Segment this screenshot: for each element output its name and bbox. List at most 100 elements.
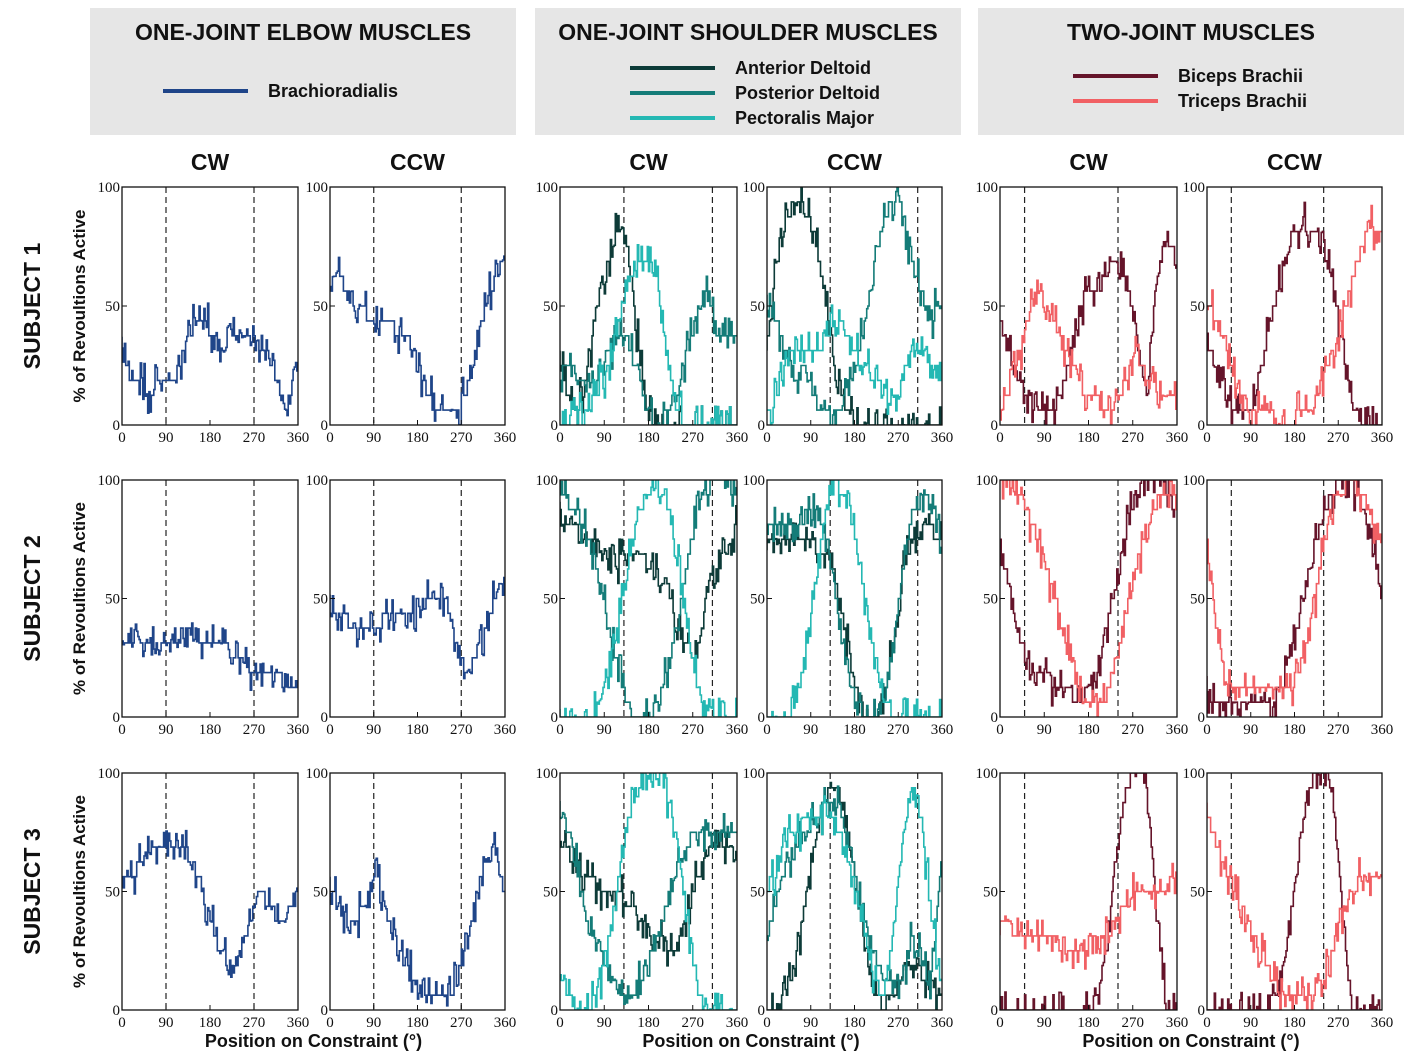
x-tick-label: 90 <box>1243 430 1258 446</box>
series-line <box>330 576 505 680</box>
group-title: ONE-JOINT ELBOW MUSCLES <box>135 19 471 45</box>
series-line <box>122 302 298 417</box>
x-tick-label: 90 <box>803 722 818 738</box>
y-axis-label: % of Revoultions Active <box>70 209 89 402</box>
y-tick-label: 100 <box>976 766 999 782</box>
y-tick-label: 50 <box>983 299 998 315</box>
series-line <box>1000 480 1177 717</box>
x-tick-label: 360 <box>726 430 749 446</box>
x-tick-label: 360 <box>287 430 310 446</box>
series-line <box>560 212 737 425</box>
x-tick-label: 0 <box>1203 1015 1211 1031</box>
y-tick-label: 50 <box>1190 592 1205 608</box>
y-tick-label: 100 <box>976 473 999 489</box>
x-tick-label: 270 <box>1122 1015 1145 1031</box>
chart-panel: 0 90 180 270 360 0 50 100 <box>743 180 954 446</box>
x-tick-label: 180 <box>637 722 660 738</box>
x-tick-label: 360 <box>1371 722 1394 738</box>
x-tick-label: 0 <box>996 430 1004 446</box>
plot-frame <box>1206 186 1383 426</box>
y-tick-label: 50 <box>1190 885 1205 901</box>
x-tick-label: 90 <box>159 1015 174 1031</box>
x-tick-label: 180 <box>406 430 429 446</box>
group-header-1: ONE-JOINT SHOULDER MUSCLES Anterior Delto… <box>535 8 961 135</box>
y-tick-label: 50 <box>105 299 120 315</box>
chart-panel: 0 90 180 270 360 0 50 100 <box>98 180 310 446</box>
x-tick-label: 0 <box>763 722 771 738</box>
plot-frame <box>559 772 738 1011</box>
x-tick-label: 90 <box>159 430 174 446</box>
legend-label: Pectoralis Major <box>735 108 874 128</box>
legend-label: Brachioradialis <box>268 81 398 101</box>
series-line <box>122 829 298 978</box>
y-tick-label: 50 <box>105 885 120 901</box>
x-axis-label: Position on Constraint (°) <box>1082 1031 1299 1051</box>
series-line <box>1000 862 1177 970</box>
group-header-0: ONE-JOINT ELBOW MUSCLES Brachioradialis <box>90 8 516 135</box>
x-tick-label: 360 <box>1371 1015 1394 1031</box>
x-tick-label: 0 <box>118 1015 126 1031</box>
chart-panel: 0 90 180 270 360 0 50 100 <box>306 473 517 738</box>
y-tick-label: 100 <box>306 473 329 489</box>
x-tick-label: 90 <box>1037 1015 1052 1031</box>
y-tick-label: 50 <box>543 592 558 608</box>
y-tick-label: 50 <box>313 592 328 608</box>
x-tick-label: 180 <box>406 1015 429 1031</box>
series-line <box>767 187 942 425</box>
y-tick-label: 100 <box>306 180 329 196</box>
x-tick-label: 0 <box>118 722 126 738</box>
legend-label: Anterior Deltoid <box>735 58 871 78</box>
y-tick-label: 100 <box>536 473 559 489</box>
x-tick-label: 360 <box>287 1015 310 1031</box>
x-tick-label: 270 <box>450 722 473 738</box>
x-tick-label: 360 <box>931 722 954 738</box>
chart-panel: 0 90 180 270 360 0 50 100 <box>306 766 517 1031</box>
series-line <box>1000 279 1177 425</box>
y-tick-label: 50 <box>983 592 998 608</box>
x-tick-label: 0 <box>1203 430 1211 446</box>
series-line <box>330 255 505 425</box>
y-tick-label: 100 <box>743 766 766 782</box>
group-header-2: TWO-JOINT MUSCLES Biceps Brachii Triceps B… <box>978 8 1404 135</box>
y-tick-label: 100 <box>536 180 559 196</box>
y-tick-label: 100 <box>98 180 121 196</box>
x-tick-label: 180 <box>1077 722 1100 738</box>
x-tick-label: 180 <box>637 1015 660 1031</box>
y-tick-label: 50 <box>313 885 328 901</box>
series-line <box>1207 773 1382 1010</box>
series-line <box>1207 201 1382 425</box>
x-tick-label: 180 <box>199 722 222 738</box>
x-tick-label: 270 <box>682 430 705 446</box>
x-tick-label: 0 <box>556 1015 564 1031</box>
y-tick-label: 100 <box>1183 766 1206 782</box>
x-tick-label: 180 <box>843 430 866 446</box>
y-tick-label: 0 <box>113 1003 121 1019</box>
chart-panel: 0 90 180 270 360 0 50 100 <box>743 766 954 1031</box>
x-tick-label: 0 <box>763 1015 771 1031</box>
y-tick-label: 0 <box>758 418 766 434</box>
header-box <box>535 8 961 135</box>
chart-panel: 0 90 180 270 360 0 50 100 <box>536 180 749 446</box>
y-tick-label: 100 <box>1183 180 1206 196</box>
direction-label: CCW <box>1267 149 1322 175</box>
x-tick-label: 270 <box>450 1015 473 1031</box>
x-tick-label: 180 <box>406 722 429 738</box>
x-tick-label: 180 <box>1077 1015 1100 1031</box>
y-tick-label: 50 <box>750 885 765 901</box>
plot-frame <box>121 186 299 426</box>
series-line <box>560 480 737 717</box>
series-line <box>767 480 942 717</box>
subject-label: SUBJECT 3 <box>19 828 45 955</box>
y-tick-label: 0 <box>551 710 559 726</box>
x-tick-label: 90 <box>1243 722 1258 738</box>
series-line <box>1000 773 1177 1010</box>
y-tick-label: 0 <box>1198 710 1206 726</box>
x-tick-label: 90 <box>366 722 381 738</box>
y-tick-label: 100 <box>98 766 121 782</box>
x-tick-label: 90 <box>597 430 612 446</box>
direction-label: CCW <box>827 149 882 175</box>
x-tick-label: 360 <box>726 1015 749 1031</box>
chart-panel: 0 90 180 270 360 0 50 100 <box>98 473 310 738</box>
x-tick-label: 360 <box>1166 430 1189 446</box>
